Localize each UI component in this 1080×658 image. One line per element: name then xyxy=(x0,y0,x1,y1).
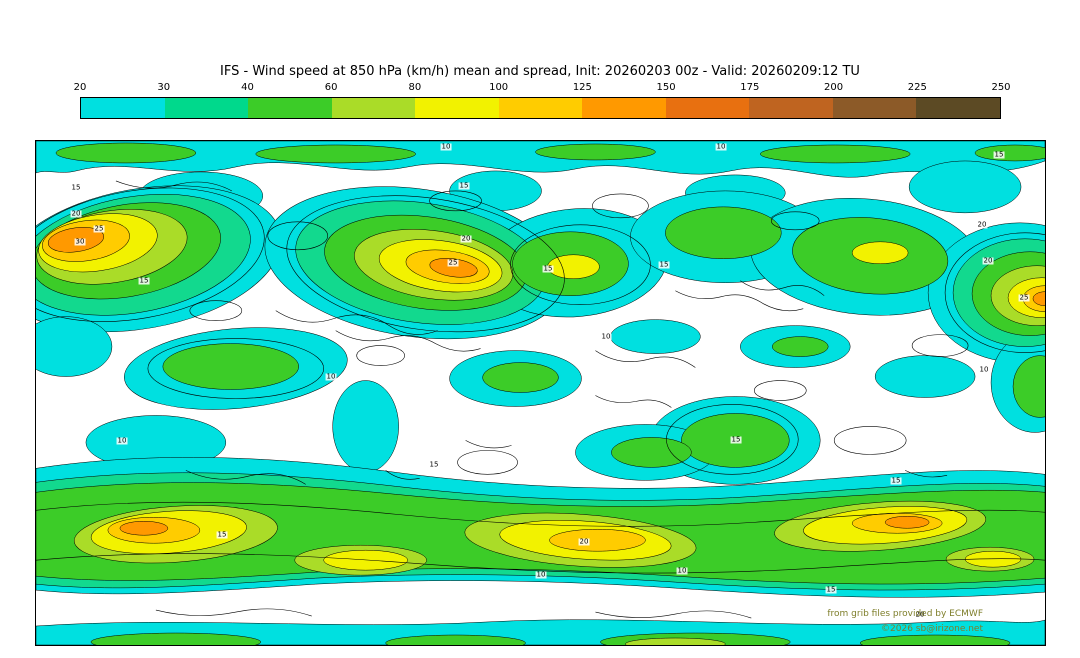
colorbar-tick-label: 125 xyxy=(572,82,592,93)
contour-label: 15 xyxy=(542,264,554,273)
colorbar-segment xyxy=(498,98,583,118)
contour-label: 25 xyxy=(93,224,105,233)
colorbar-segment xyxy=(916,98,1001,118)
colorbar-tick-label: 200 xyxy=(823,82,844,93)
colorbar-tick-label: 225 xyxy=(907,82,927,93)
colorbar: 20 30 40 60 80 100 125 150 175 200 225 250 xyxy=(74,82,1011,119)
map-panel: 10 10 15 15 20 25 30 15 20 25 15 15 20 20 25 10 10 15 15 10… xyxy=(35,140,1046,646)
colorbar-tick-label: 20 xyxy=(73,82,87,93)
colorbar-tick-label: 40 xyxy=(241,82,254,93)
contour-label: 30 xyxy=(74,237,86,246)
contour-label: 20 xyxy=(982,256,994,265)
contour-label: 10 xyxy=(325,372,337,381)
contour-label: 20 xyxy=(578,537,590,546)
spread-contour-lines xyxy=(36,180,1045,619)
contour-label: 10 xyxy=(440,142,452,151)
contour-label: 15 xyxy=(993,150,1005,159)
contour-label: 15 xyxy=(730,435,742,444)
colorbar-segment xyxy=(81,98,165,118)
contour-label: 10 xyxy=(600,332,612,341)
contour-label: 15 xyxy=(216,530,228,539)
colorbar-tick-label: 30 xyxy=(157,82,171,93)
colorbar-tick-label: 250 xyxy=(991,82,1011,93)
colorbar-segment xyxy=(832,98,917,118)
contour-label: 20 xyxy=(70,209,82,218)
colorbar-ticks: 20 30 40 60 80 100 125 150 175 200 225 250 xyxy=(74,82,1011,97)
colorbar-segment xyxy=(749,98,833,118)
contour-label: 15 xyxy=(70,183,82,192)
colorbar-tick-label: 60 xyxy=(324,82,338,93)
colorbar-segment xyxy=(331,98,416,118)
attribution-copyright: ©2026 sb@irizone.net xyxy=(881,624,983,634)
colorbar-tick-label: 100 xyxy=(489,82,509,93)
contour-label: 15 xyxy=(138,276,150,285)
chart-title: IFS - Wind speed at 850 hPa (km/h) mean … xyxy=(220,64,860,79)
colorbar-segments xyxy=(80,97,1001,119)
attribution-ecmwf: from grib files provided by ECMWF xyxy=(827,609,983,619)
contour-label: 20 xyxy=(976,220,988,229)
contour-label: 15 xyxy=(890,476,902,485)
colorbar-segment xyxy=(665,98,750,118)
colorbar-segment xyxy=(248,98,332,118)
contour-label: 25 xyxy=(1018,293,1030,302)
contour-label: 15 xyxy=(658,260,670,269)
colorbar-segment xyxy=(582,98,666,118)
contour-label: 15 xyxy=(458,181,470,190)
wind-map-svg xyxy=(36,141,1045,645)
colorbar-tick-label: 150 xyxy=(656,82,676,93)
contour-label: 10 xyxy=(715,142,727,151)
contour-label: 15 xyxy=(825,585,837,594)
colorbar-segment xyxy=(415,98,499,118)
contour-labels: 10 10 15 15 20 25 30 15 20 25 15 15 20 20 25 10 10 15 15 10… xyxy=(36,141,1045,645)
contour-label: 20 xyxy=(460,234,472,243)
colorbar-segment xyxy=(164,98,249,118)
contour-label: 15 xyxy=(428,460,440,469)
contour-label: 20 xyxy=(914,610,926,619)
colorbar-tick-label: 80 xyxy=(408,82,422,93)
contour-label: 25 xyxy=(447,258,459,267)
colorbar-tick-label: 175 xyxy=(740,82,760,93)
contour-label: 10 xyxy=(116,436,128,445)
contour-label: 10 xyxy=(535,570,547,579)
contour-label: 10 xyxy=(676,566,688,575)
fill-level-125 xyxy=(47,227,1045,536)
contour-label: 10 xyxy=(978,365,990,374)
